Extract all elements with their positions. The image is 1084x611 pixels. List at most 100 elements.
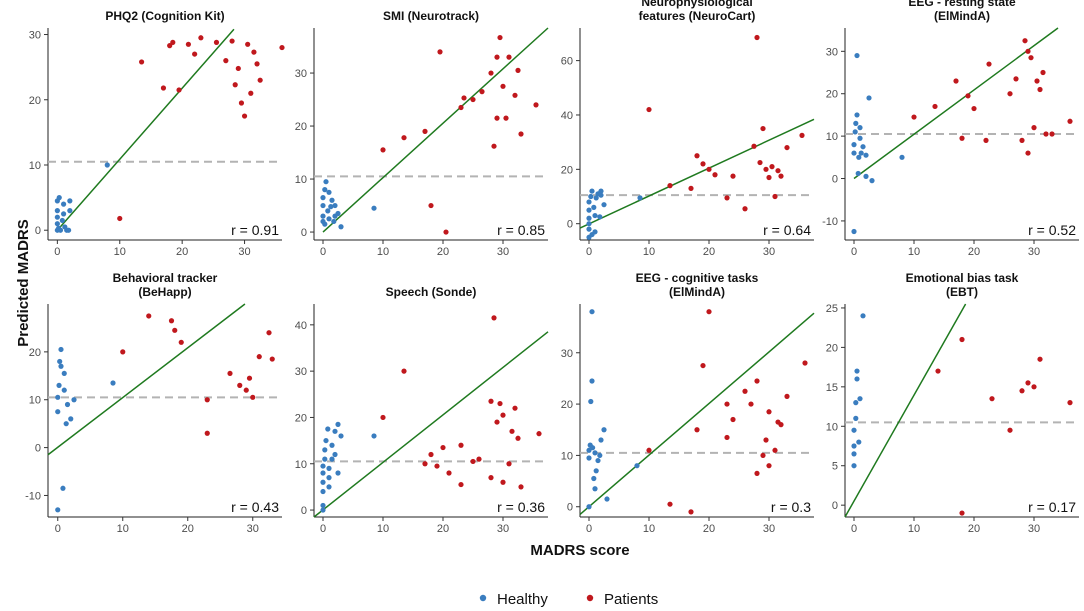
panel-8-patient-point	[1067, 400, 1073, 406]
panel-1-title-line-1: PHQ2 (Cognition Kit)	[105, 9, 224, 23]
panel-7-healthy-point	[589, 378, 595, 384]
panel-7-y-tick-label: 30	[561, 348, 573, 360]
panel-4-x-tick-label: 20	[968, 246, 980, 258]
panel-7-healthy-point	[601, 427, 607, 433]
panel-7-patient-point	[706, 309, 712, 315]
panel-3-healthy-point	[586, 226, 592, 232]
panel-6-y-tick-label: 10	[295, 459, 307, 471]
legend-patients-marker	[586, 594, 594, 602]
panel-8-y-tick-label: 5	[832, 461, 838, 473]
panel-2-patient-point	[512, 92, 518, 98]
panel-1-patient-point	[176, 87, 182, 93]
panel-2-patient-point	[533, 102, 539, 108]
panel-3-patient-point	[799, 132, 805, 138]
panel-8-y-tick-label: 25	[826, 303, 838, 315]
panel-8-patient-point	[1019, 388, 1025, 394]
panel-6-x-tick-label: 10	[377, 523, 389, 535]
panel-5-patient-point	[178, 339, 184, 345]
panel-3-patient-point	[751, 143, 757, 149]
panel-6-patient-point	[422, 461, 428, 467]
panel-1-healthy-point	[54, 208, 60, 214]
panel-4-patient-point	[1019, 137, 1025, 143]
panel-5-r-label: r = 0.43	[231, 499, 279, 515]
panel-8-x-tick-label: 10	[908, 523, 920, 535]
panels-group: PHQ2 (Cognition Kit) 0 10 20 30 0 10 20 30 r = 0.…	[25, 0, 1079, 535]
panel-3-healthy-point	[589, 231, 595, 238]
panel-2-patient-point	[461, 95, 467, 101]
panel-4-patient-point	[1007, 91, 1013, 97]
panel-3-y-tick-label: 20	[561, 164, 573, 176]
panel-4-healthy-point	[899, 154, 905, 160]
panel-4-healthy-point	[857, 125, 863, 131]
panel-6-y-tick-label: 30	[295, 366, 307, 378]
panel-5-healthy-point	[71, 397, 77, 403]
panel-4-patient-point	[1034, 78, 1040, 84]
panel-7-patient-point	[700, 362, 706, 369]
panel-8-healthy-point	[854, 368, 860, 374]
panel-1-y-tick-label: 20	[29, 95, 41, 107]
panel-1-patient-point	[254, 61, 260, 67]
panel-4-healthy-point	[863, 152, 869, 158]
panel-1-healthy-point	[59, 217, 65, 224]
panel-1-patient-point	[223, 58, 229, 64]
panel-7-title-line-2: (ElMindA)	[669, 285, 725, 299]
panel-5-patient-point	[269, 356, 275, 362]
panel-2-patient-point	[494, 115, 500, 121]
panel-4-patient-point	[911, 114, 917, 120]
panel-7-r-label: r = 0.3	[771, 499, 811, 515]
panel-6-healthy-point	[322, 456, 328, 462]
panel-6-patient-point	[515, 435, 521, 441]
panel-6-healthy-point	[323, 437, 329, 444]
panel-6-healthy-point	[371, 433, 377, 439]
panel-1-patient-point	[170, 39, 176, 45]
panel-6-y-tick-label: 20	[295, 412, 307, 424]
x-axis-title: MADRS score	[530, 542, 629, 559]
panel-1-healthy-point	[56, 195, 62, 201]
panel-4: EEG - resting state(ElMindA) 0 10 20 30 -10 0 1…	[822, 0, 1079, 258]
panel-3-patient-point	[760, 125, 766, 132]
panel-6-fit-line	[313, 331, 549, 518]
panel-7-patient-point	[724, 401, 730, 407]
panel-2-patient-point	[470, 96, 476, 103]
panel-5-patient-point	[204, 397, 210, 403]
panel-4-y-tick-label: 10	[826, 131, 838, 143]
panel-6-patient-point	[380, 414, 386, 421]
panel-1-patient-point	[185, 41, 191, 47]
panel-1-x-tick-label: 20	[176, 246, 188, 258]
panel-7-patient-point	[667, 501, 673, 507]
panel-4-healthy-point	[857, 135, 863, 141]
panel-6-y-tick-label: 0	[301, 505, 307, 517]
panel-2-patient-point	[422, 128, 428, 134]
panel-6-healthy-point	[326, 475, 332, 481]
panel-7-patient-point	[724, 434, 730, 441]
panel-1-healthy-point	[67, 208, 73, 214]
panel-6-patient-point	[509, 428, 515, 434]
panel-4-healthy-point	[858, 150, 864, 156]
panel-7: EEG - cognitive tasks(ElMindA) 0 10 20 30 0 10…	[561, 271, 815, 535]
panel-7-patient-point	[646, 447, 652, 453]
panel-2-healthy-point	[325, 208, 331, 214]
panel-3-x-tick-label: 30	[763, 246, 775, 258]
panel-2-fit-line	[322, 27, 549, 233]
panel-1-patient-point	[279, 44, 285, 51]
panel-3-fit-line	[579, 118, 815, 229]
panel-3-patient-point	[700, 161, 706, 167]
panel-5-patient-point	[246, 375, 253, 381]
panel-5-patient-point	[146, 313, 152, 319]
panel-2-healthy-point	[326, 189, 332, 195]
panel-4-x-tick-label: 0	[851, 246, 857, 258]
panel-7-patient-point	[754, 470, 760, 476]
panel-5-y-tick-label: 0	[35, 443, 41, 455]
panel-7-healthy-point	[593, 468, 599, 474]
panel-4-healthy-point	[869, 178, 875, 184]
panel-6-patient-point	[434, 463, 440, 469]
panel-7-y-tick-label: 10	[561, 450, 573, 462]
panel-4-r-label: r = 0.52	[1028, 222, 1076, 238]
panel-1-patient-point	[160, 85, 167, 91]
panel-1-patient-point	[235, 65, 241, 72]
panel-3-y-tick-label: 40	[561, 110, 573, 122]
panel-2-healthy-point	[328, 204, 334, 210]
panel-8-y-tick-label: 0	[832, 500, 838, 512]
panel-8-x-tick-label: 30	[1028, 523, 1040, 535]
